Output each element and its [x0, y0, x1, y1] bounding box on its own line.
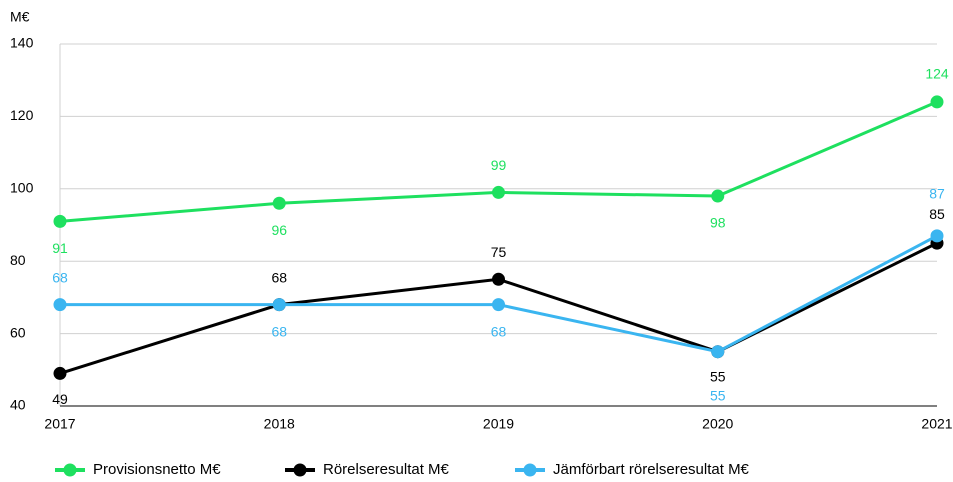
y-tick-label: 120 — [10, 107, 34, 123]
point — [711, 189, 725, 203]
data-label: 96 — [271, 222, 287, 238]
x-tick-label: 2020 — [702, 416, 733, 432]
point — [930, 95, 944, 109]
legend-marker — [63, 463, 77, 477]
point — [53, 366, 67, 380]
legend-marker — [293, 463, 307, 477]
point — [492, 298, 505, 312]
point — [272, 298, 286, 312]
point — [492, 272, 505, 286]
data-label: 99 — [491, 157, 507, 173]
y-tick-label: 80 — [10, 252, 26, 268]
data-label: 55 — [710, 368, 726, 384]
point — [711, 345, 725, 359]
legend-label: Provisionsnetto M€ — [93, 461, 221, 478]
point — [272, 196, 286, 210]
data-label: 68 — [491, 323, 507, 339]
data-label: 85 — [929, 206, 945, 222]
point — [492, 185, 505, 199]
data-label: 98 — [710, 215, 726, 231]
y-tick-label: 100 — [10, 180, 34, 196]
point — [53, 298, 67, 312]
legend-marker — [523, 463, 537, 477]
legend-label: Rörelseresultat M€ — [323, 461, 450, 478]
data-label: 124 — [925, 66, 949, 82]
y-axis-label: M€ — [10, 9, 30, 25]
data-label: 68 — [271, 323, 287, 339]
y-tick-label: 140 — [10, 35, 34, 51]
data-label: 87 — [929, 186, 945, 202]
data-label: 49 — [52, 391, 68, 407]
data-label: 55 — [710, 387, 726, 403]
point — [53, 214, 67, 228]
x-tick-label: 2018 — [264, 416, 295, 432]
x-tick-label: 2017 — [44, 416, 75, 432]
y-tick-label: 40 — [10, 397, 26, 413]
data-label: 75 — [491, 244, 507, 260]
x-tick-label: 2019 — [483, 416, 514, 432]
data-label: 68 — [271, 269, 287, 285]
y-tick-label: 60 — [10, 324, 26, 340]
data-label: 68 — [52, 269, 68, 285]
legend-label: Jämförbart rörelseresultat M€ — [553, 461, 750, 478]
data-label: 91 — [52, 240, 68, 256]
x-tick-label: 2021 — [921, 416, 952, 432]
point — [930, 229, 944, 243]
